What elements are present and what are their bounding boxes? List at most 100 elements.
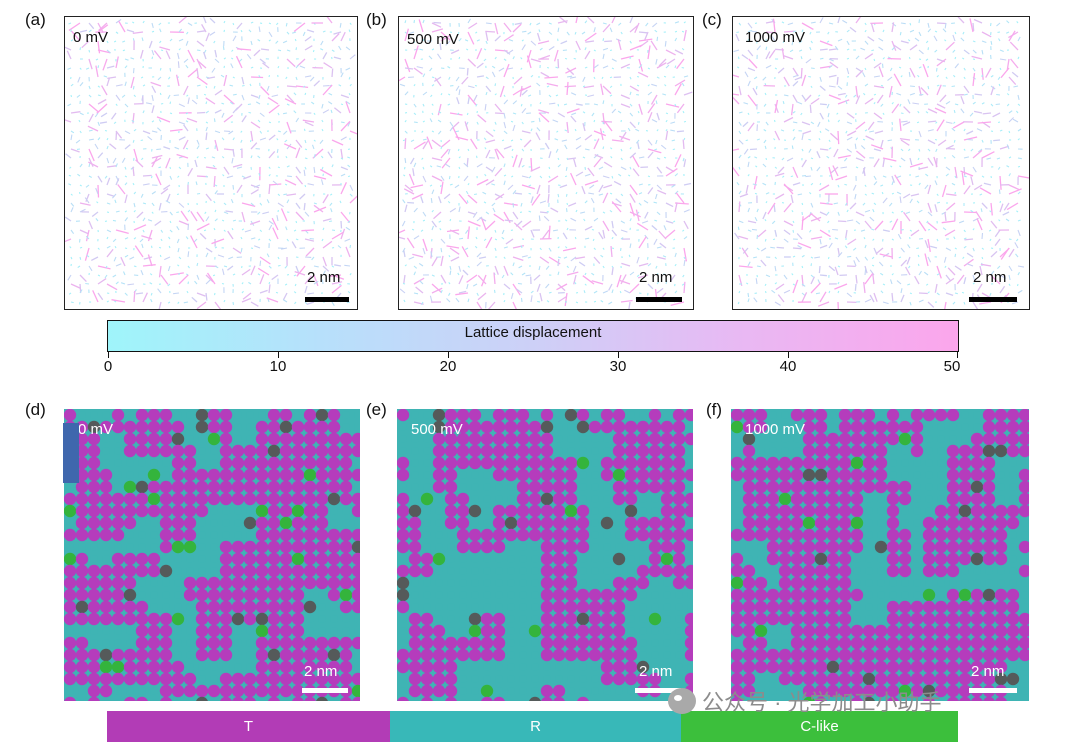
displacement-vector	[894, 174, 902, 186]
displacement-vector	[882, 175, 887, 178]
atom-column	[850, 409, 864, 422]
displacement-vector	[900, 210, 904, 213]
displacement-vector	[340, 120, 351, 132]
atom-column	[973, 423, 981, 431]
displacement-vector	[654, 219, 658, 222]
atom-column	[327, 468, 341, 482]
atom-column	[123, 660, 137, 674]
atom-column	[492, 468, 506, 482]
displacement-vector	[467, 18, 471, 24]
displacement-vector	[467, 85, 475, 89]
displacement-vector	[135, 159, 144, 168]
displacement-vector	[271, 274, 279, 281]
displacement-vector	[286, 94, 295, 103]
displacement-vector	[331, 139, 344, 146]
displacement-vector	[142, 174, 152, 177]
displacement-vector	[69, 166, 72, 169]
displacement-vector	[943, 256, 947, 263]
atom-column	[303, 432, 317, 446]
atom-column	[838, 684, 852, 698]
displacement-vector	[936, 103, 946, 109]
atom-column	[195, 600, 209, 614]
displacement-vector	[268, 184, 271, 195]
atom-column	[87, 480, 101, 494]
displacement-vector	[562, 247, 577, 252]
atom-column	[913, 591, 921, 599]
displacement-vector	[844, 202, 848, 206]
atom-column	[147, 409, 161, 422]
atom-column	[742, 480, 756, 494]
displacement-vector	[88, 94, 92, 98]
displacement-vector	[513, 76, 523, 85]
displacement-vector	[443, 193, 451, 200]
displacement-vector	[966, 130, 974, 135]
atom-column	[147, 672, 161, 686]
atom-column	[579, 567, 587, 575]
atom-column	[75, 576, 89, 590]
displacement-vector	[420, 196, 424, 204]
atom-column	[802, 504, 816, 518]
displacement-vector	[846, 130, 857, 137]
displacement-vector	[483, 201, 487, 204]
displacement-vector	[867, 36, 875, 42]
atom-column	[267, 636, 281, 650]
displacement-vector	[124, 292, 128, 296]
displacement-vector	[1017, 229, 1021, 237]
atom-column	[445, 696, 457, 701]
displacement-vector	[132, 85, 135, 90]
displacement-vector	[629, 40, 632, 44]
displacement-vector	[634, 22, 640, 34]
displacement-vector	[873, 112, 883, 120]
displacement-vector	[837, 119, 841, 123]
displacement-vector	[602, 220, 610, 232]
displacement-vector	[399, 229, 406, 234]
displacement-vector	[88, 22, 95, 30]
displacement-vector	[187, 209, 191, 213]
displacement-vector	[565, 193, 568, 197]
displacement-vector	[223, 65, 226, 69]
colorbar-tick-label: 10	[269, 358, 287, 375]
displacement-vector	[404, 67, 414, 70]
displacement-vector	[205, 247, 213, 253]
atom-column	[946, 540, 960, 554]
displacement-vector	[611, 108, 617, 114]
atom-column	[507, 663, 515, 671]
displacement-vector	[837, 252, 843, 258]
displacement-vector	[603, 161, 613, 168]
displacement-vector	[403, 299, 406, 303]
displacement-vector	[408, 256, 415, 260]
atom-column	[75, 648, 89, 662]
displacement-vector	[205, 166, 217, 170]
displacement-vector	[735, 33, 740, 42]
displacement-vector	[305, 247, 315, 257]
atom-column	[171, 468, 185, 482]
atom-column	[531, 639, 539, 647]
atom-column	[769, 411, 777, 419]
displacement-vector	[747, 220, 757, 224]
displacement-vector	[322, 256, 328, 267]
displacement-vector	[636, 222, 649, 231]
atom-column	[802, 456, 816, 470]
atom-column	[636, 432, 650, 446]
displacement-vector	[566, 265, 570, 269]
displacement-vector	[347, 175, 351, 178]
displacement-vector	[629, 166, 632, 170]
displacement-vector	[652, 22, 658, 28]
displacement-vector	[240, 29, 243, 33]
displacement-vector	[330, 208, 333, 213]
atom-column	[516, 409, 530, 422]
displacement-vector	[513, 222, 523, 231]
displacement-vector	[132, 21, 135, 24]
atom-column	[742, 588, 756, 602]
displacement-vector	[340, 220, 343, 229]
atom-column	[946, 660, 960, 674]
atom-column	[934, 624, 948, 638]
atom-column	[504, 504, 518, 518]
displacement-vector	[683, 182, 692, 186]
displacement-vector	[981, 247, 985, 250]
displacement-vector	[250, 265, 256, 276]
displacement-vector	[752, 183, 758, 186]
displacement-vector	[602, 247, 605, 250]
displacement-vector	[196, 301, 207, 309]
atom-column	[447, 531, 455, 539]
